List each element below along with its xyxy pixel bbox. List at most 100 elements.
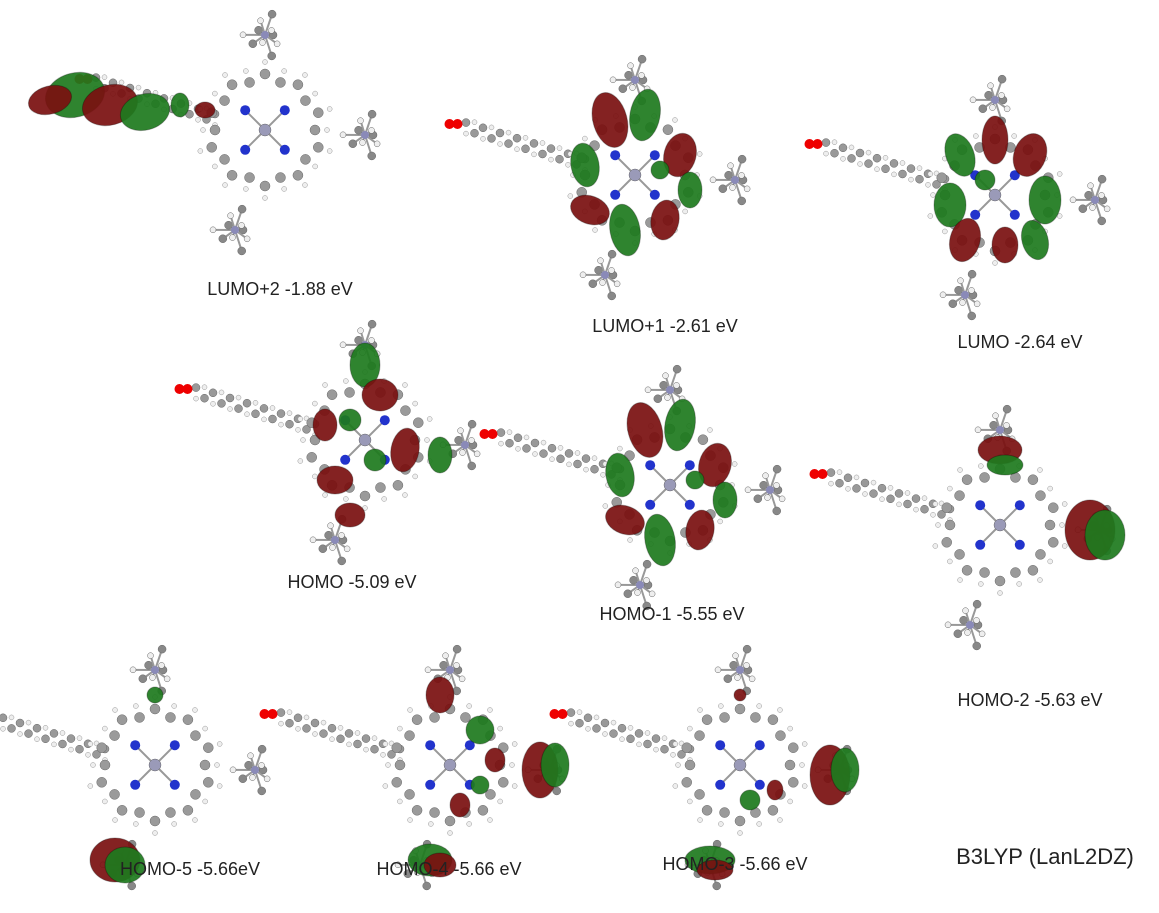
- atom: [672, 117, 677, 122]
- atom: [1035, 491, 1045, 501]
- atom: [245, 412, 250, 417]
- atom: [192, 818, 197, 823]
- atom: [392, 743, 402, 753]
- atom: [413, 474, 418, 479]
- atom: [547, 145, 555, 153]
- atom: [340, 455, 350, 465]
- atom: [1099, 192, 1105, 198]
- atom: [802, 741, 807, 746]
- atom: [730, 661, 738, 669]
- atom: [201, 128, 206, 133]
- atom: [260, 709, 270, 719]
- atom: [540, 450, 548, 458]
- atom: [1, 726, 6, 731]
- atom: [260, 404, 268, 412]
- atom: [110, 789, 120, 799]
- atom: [643, 560, 651, 568]
- atom: [150, 704, 160, 714]
- atom: [649, 591, 655, 597]
- atom: [866, 150, 871, 155]
- atom: [810, 469, 820, 479]
- atom: [666, 386, 674, 394]
- atom: [445, 816, 455, 826]
- atom: [330, 737, 335, 742]
- atom: [229, 235, 235, 241]
- atom: [296, 427, 301, 432]
- atom: [329, 545, 335, 551]
- molecule: [175, 320, 481, 565]
- atom: [227, 170, 237, 180]
- atom: [978, 581, 983, 586]
- orbital-lobe: [313, 409, 337, 441]
- atom: [253, 400, 258, 405]
- atom: [312, 401, 317, 406]
- atom: [425, 740, 435, 750]
- molecule: [260, 645, 570, 890]
- atom: [217, 741, 222, 746]
- atom: [413, 418, 423, 428]
- atom: [1045, 520, 1055, 530]
- figure: B3LYP (LanL2DZ) LUMO+2 -1.88 eVLUMO+1 -2…: [0, 0, 1159, 913]
- atom: [347, 742, 352, 747]
- atom: [392, 777, 402, 787]
- atom: [202, 385, 207, 390]
- atom: [192, 384, 200, 392]
- atom: [443, 653, 449, 659]
- atom: [975, 427, 981, 433]
- atom: [736, 666, 744, 674]
- atom: [506, 439, 514, 447]
- atom: [942, 229, 947, 234]
- atom: [673, 784, 678, 789]
- atom: [650, 150, 660, 160]
- atom: [338, 557, 346, 565]
- atom: [286, 719, 294, 727]
- atom: [637, 742, 642, 747]
- atom: [969, 287, 975, 293]
- atom: [873, 154, 881, 162]
- atom: [735, 816, 745, 826]
- atom: [170, 780, 180, 790]
- atom: [1010, 568, 1020, 578]
- atom: [354, 740, 362, 748]
- atom: [594, 715, 599, 720]
- orbital-lobe: [485, 748, 505, 772]
- atom: [165, 808, 175, 818]
- atom: [627, 735, 635, 743]
- atom: [325, 531, 333, 539]
- atom: [871, 480, 876, 485]
- atom: [219, 235, 227, 243]
- atom: [735, 704, 745, 714]
- atom: [69, 747, 74, 752]
- atom: [610, 190, 620, 200]
- atom: [660, 381, 668, 389]
- atom: [631, 76, 639, 84]
- atom: [340, 342, 346, 348]
- atom: [263, 60, 268, 65]
- atom: [158, 645, 166, 653]
- atom: [611, 720, 616, 725]
- orbital-lobe: [601, 500, 648, 540]
- atom: [995, 576, 1005, 586]
- atom: [650, 190, 660, 200]
- atom: [962, 475, 972, 485]
- atom: [968, 312, 976, 320]
- atom: [837, 470, 842, 475]
- atom: [757, 821, 762, 826]
- atom: [1003, 405, 1011, 413]
- atom: [337, 735, 345, 743]
- atom: [558, 445, 563, 450]
- atom: [86, 752, 91, 757]
- atom: [858, 162, 863, 167]
- atom: [97, 743, 107, 753]
- atom: [183, 715, 193, 725]
- atom: [343, 379, 348, 384]
- atom: [1015, 500, 1025, 510]
- atom: [755, 780, 765, 790]
- atom: [393, 480, 403, 490]
- atom: [715, 740, 725, 750]
- atom: [464, 131, 469, 136]
- atom: [1079, 205, 1087, 213]
- atom: [1104, 206, 1110, 212]
- atom: [313, 732, 318, 737]
- atom: [412, 715, 422, 725]
